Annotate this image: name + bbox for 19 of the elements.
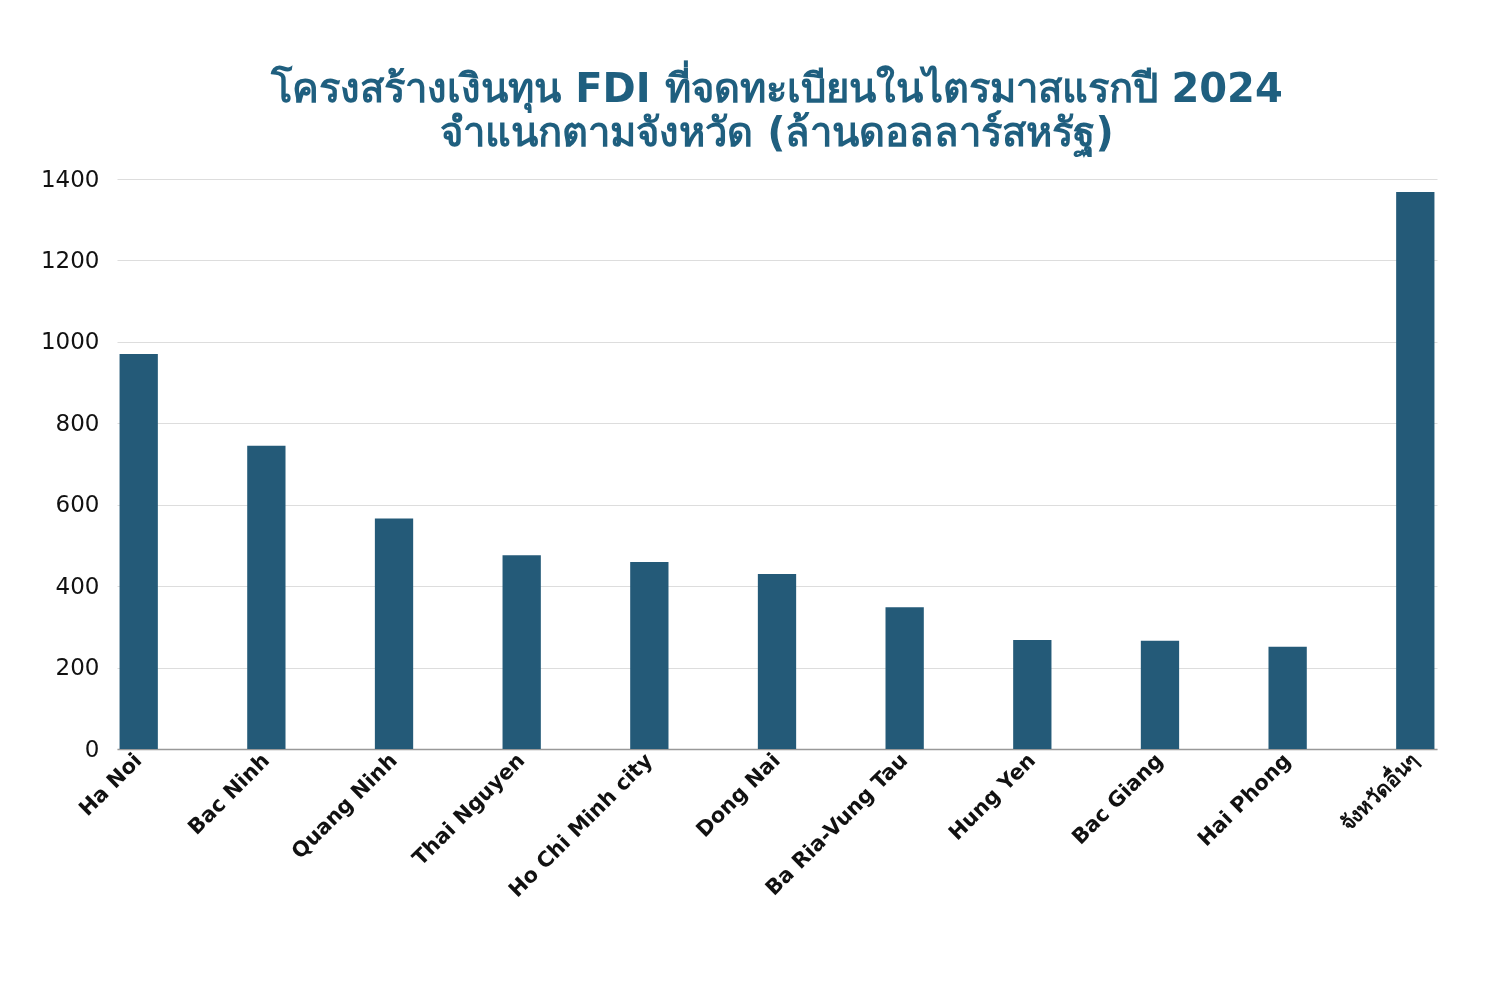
y-tick-label: 1000 [40, 328, 100, 355]
y-tick-label: 400 [55, 572, 100, 599]
bar [757, 573, 797, 749]
bar [502, 555, 541, 749]
bar [119, 354, 158, 749]
bar [247, 445, 286, 749]
y-tick-label: 1400 [40, 165, 100, 192]
bar [1013, 639, 1052, 749]
bar [630, 562, 669, 749]
bar [374, 518, 414, 749]
bar [1268, 646, 1307, 749]
y-tick-label: 0 [84, 735, 100, 762]
y-tick-label: 1200 [40, 246, 100, 273]
y-tick-label: 200 [55, 654, 100, 681]
bar [885, 607, 924, 749]
bar [1396, 192, 1435, 749]
y-tick-label: 600 [55, 491, 100, 518]
bar [1140, 640, 1180, 749]
y-tick-label: 800 [55, 409, 100, 436]
